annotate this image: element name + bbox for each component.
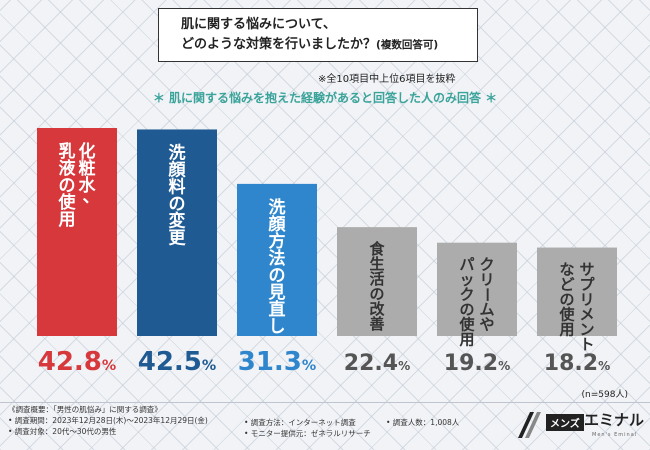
category-label-6-char: ト: [579, 336, 594, 354]
value-label-5: 19.2%: [444, 351, 510, 376]
category-label-4-char: の: [369, 285, 384, 303]
category-label-5-char: や: [479, 316, 494, 334]
survey-method: • 調査方法：インターネット調査: [244, 418, 356, 427]
bar-6: [537, 247, 617, 336]
value-label-2: 42.5%: [138, 347, 216, 377]
category-label-3-char: 見: [268, 283, 286, 303]
category-label-6-char: リ: [579, 291, 594, 309]
bar-5: [437, 242, 517, 336]
category-label-2-char: 更: [169, 228, 187, 248]
category-label-3-char: 洗: [269, 197, 286, 218]
category-label-2-char: の: [169, 194, 186, 214]
logo-tag: Men's Eminal: [592, 432, 638, 438]
category-label-5-char: ク: [479, 256, 494, 274]
category-label-6-char: な: [559, 261, 574, 279]
category-label-6-char: 使: [558, 306, 575, 324]
category-label-4-char: 生: [369, 255, 384, 273]
category-label-5-char: ム: [479, 301, 494, 319]
survey-period: • 調査期間：2023年12月28日(木)～2023年12月29日(金): [8, 416, 208, 425]
category-label-3-char: 法: [269, 248, 286, 269]
brand-logo: メンズ エミナル Men's Eminal: [516, 406, 645, 444]
category-label-1-char: 液: [59, 158, 76, 179]
category-label-6-char: サ: [579, 261, 594, 279]
category-label-3-char: し: [269, 317, 286, 337]
bar-4: [337, 227, 417, 336]
value-label-4: 22.4%: [344, 351, 410, 376]
value-label-3: 31.3%: [238, 347, 316, 377]
category-label-1-char: 用: [59, 210, 76, 230]
bar-1: [37, 128, 117, 336]
survey-summary: 《調査概要：「男性の肌悩み」に関する調査》 • 調査期間：2023年12月28日…: [8, 404, 208, 437]
category-label-3-char: 直: [269, 299, 286, 320]
category-label-6-char: ン: [579, 321, 594, 339]
logo-main: エミナル: [584, 411, 645, 429]
category-label-4-char: 活: [369, 270, 384, 288]
category-label-2-char: 顔: [168, 159, 187, 180]
category-label-1-char: 化: [79, 141, 96, 162]
category-label-5-char: 用: [459, 331, 474, 349]
category-label-3-char: 顔: [268, 214, 287, 235]
logo-mark-icon: [518, 412, 541, 438]
category-label-3-char: 方: [269, 231, 286, 252]
title-box: 肌に関する悩みについて、 どのような対策を行いましたか？(複数回答可): [158, 8, 478, 62]
bar-3: [237, 183, 317, 336]
logo-sub: メンズ: [546, 414, 584, 431]
category-label-4-char: 善: [369, 315, 384, 333]
category-label-2-char: 変: [169, 210, 186, 231]
category-label-6-char: の: [559, 291, 574, 309]
bar-2: [137, 129, 217, 336]
summary-title: 《調査概要：「男性の肌悩み」に関する調査》: [8, 405, 162, 414]
category-label-6-char: 用: [559, 321, 574, 339]
value-label-6: 18.2%: [544, 351, 610, 376]
category-label-5-char: パ: [459, 256, 474, 274]
category-label-5-char: ク: [459, 286, 474, 304]
category-label-5-char: ー: [478, 287, 496, 302]
category-label-6-char: メ: [579, 306, 594, 324]
title-line-1: 肌に関する悩みについて、: [181, 17, 336, 32]
category-label-4-char: 食: [369, 240, 385, 258]
category-label-5-char: リ: [479, 271, 494, 289]
category-label-2-char: 洗: [169, 142, 186, 163]
scope-note: ＊ 肌に関する悩みを抱えた経験があると回答した人のみ回答 ＊: [152, 91, 498, 105]
title-line-2: どのような対策を行いましたか？(複数回答可): [181, 35, 467, 55]
survey-target: • 調査対象：20代～30代の男性: [8, 427, 117, 436]
category-label-1-char: の: [59, 176, 76, 196]
value-label-1: 42.8%: [38, 347, 116, 377]
category-label-1-char: 粧: [79, 158, 96, 179]
category-label-1-char: 、: [83, 187, 100, 207]
survey-count: • 調査人数：1,008人: [386, 418, 460, 427]
survey-details: • 調査方法：インターネット調査 • モニター提供元：ゼネラルリサーチ: [244, 417, 371, 439]
category-label-6-char: プ: [579, 276, 595, 294]
category-label-2-char: 料: [169, 176, 186, 197]
title-question: どのような対策を行いましたか？: [181, 37, 377, 52]
category-label-1-char: 乳: [59, 141, 76, 162]
category-label-1-char: 使: [58, 192, 77, 213]
category-label-5-char: ッ: [459, 271, 474, 289]
extract-note: ※全10項目中上位6項目を抜粋: [318, 74, 456, 85]
category-label-4-char: 改: [369, 300, 385, 318]
title-note: (複数回答可): [376, 39, 439, 51]
category-label-5-char: 使: [458, 316, 475, 334]
footer-divider: [0, 402, 650, 403]
category-label-5-char: の: [459, 301, 474, 319]
category-label-1-char: 水: [79, 175, 97, 196]
category-label-6-char: ど: [559, 276, 574, 294]
category-label-3-char: の: [269, 266, 286, 286]
sample-size-note: (n=598人): [581, 390, 628, 400]
survey-provider: • モニター提供元：ゼネラルリサーチ: [244, 429, 371, 438]
